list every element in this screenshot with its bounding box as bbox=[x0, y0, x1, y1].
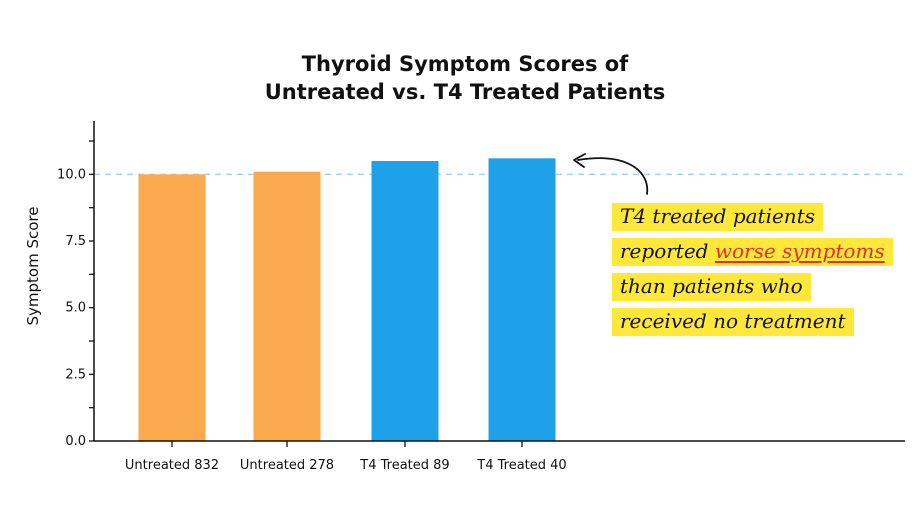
annotation-arrow bbox=[577, 157, 649, 195]
plot-area: 0.0 2.5 5.0 7.5 10.0 Untreated 832 Untreated 2… bbox=[57, 121, 905, 473]
y-tick-label: 7.5 bbox=[65, 234, 86, 249]
annotation-line-3-text: than patients who bbox=[620, 274, 803, 298]
bar-2 bbox=[253, 171, 321, 441]
y-tick-label: 10.0 bbox=[57, 167, 86, 182]
chart-title-line-2: Untreated vs. T4 Treated Patients bbox=[264, 80, 666, 104]
x-tick-label: T4 Treated 40 bbox=[476, 458, 566, 473]
y-tick-label: 5.0 bbox=[65, 301, 86, 316]
x-tick-label: T4 Treated 89 bbox=[359, 458, 449, 473]
annotation-line-2: reported worse symptoms bbox=[612, 238, 893, 266]
annotation-line-2-text: reported bbox=[620, 239, 715, 263]
annotation-line-4: received no treatment bbox=[612, 308, 854, 336]
chart-title: Thyroid Symptom Scores of Untreated vs. … bbox=[0, 50, 918, 106]
annotation-highlight: worse symptoms bbox=[714, 239, 885, 263]
bar-4 bbox=[488, 158, 556, 442]
x-tick-label: Untreated 832 bbox=[125, 458, 219, 473]
annotation-line-4-text: received no treatment bbox=[620, 309, 846, 333]
bar-3 bbox=[371, 161, 439, 441]
y-tick-label: 2.5 bbox=[65, 367, 86, 382]
y-tick-label: 0.0 bbox=[65, 434, 86, 449]
annotation-callout: T4 treated patients reported worse sympt… bbox=[612, 203, 912, 343]
bar-1 bbox=[138, 174, 206, 442]
chart-title-line-1: Thyroid Symptom Scores of bbox=[301, 52, 629, 76]
x-tick-label: Untreated 278 bbox=[240, 458, 334, 473]
annotation-line-1: T4 treated patients bbox=[612, 203, 823, 231]
annotation-line-3: than patients who bbox=[612, 273, 811, 301]
annotation-line-1-text: T4 treated patients bbox=[620, 204, 815, 228]
y-axis-label: Symptom Score bbox=[24, 207, 42, 326]
annotation-arrowhead bbox=[573, 153, 586, 168]
